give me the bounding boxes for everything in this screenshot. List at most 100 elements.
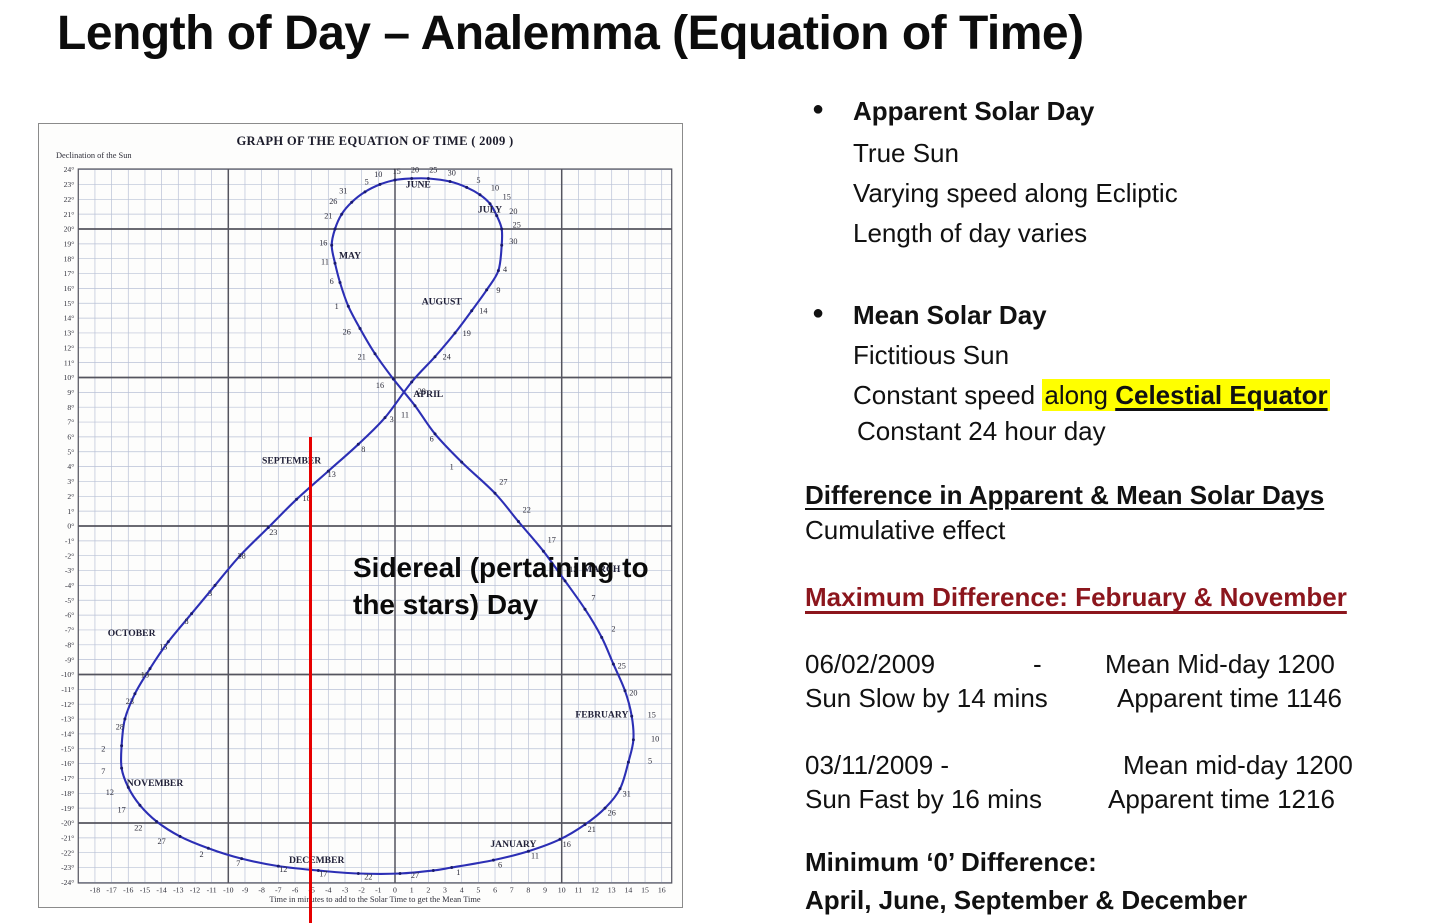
apparent-varying-speed-line: Varying speed along Ecliptic — [853, 178, 1178, 208]
mean-solar-day-heading: Mean Solar Day — [853, 300, 1047, 330]
svg-text:-6°: -6° — [65, 611, 74, 620]
sidereal-day-annotation: Sidereal (pertaining to the stars) Day — [353, 549, 705, 623]
svg-text:6: 6 — [430, 434, 434, 443]
svg-text:13: 13 — [159, 642, 167, 651]
svg-text:18: 18 — [141, 671, 149, 680]
apparent-true-sun-line: True Sun — [853, 138, 959, 168]
axis-ticks: -18-17-16-15-14-13-12-11-10-9-8-7-6-5-4-… — [61, 165, 666, 894]
svg-text:Declination of the Sun: Declination of the Sun — [56, 151, 132, 160]
svg-text:5: 5 — [365, 177, 369, 186]
svg-text:15: 15 — [641, 885, 649, 894]
svg-text:13: 13 — [328, 470, 336, 479]
svg-text:10: 10 — [651, 734, 659, 743]
svg-text:4: 4 — [460, 885, 464, 894]
sidereal-annotation-line2: the stars) Day — [353, 589, 539, 620]
maximum-difference-heading: Maximum Difference: February & November — [805, 582, 1347, 612]
celestial-equator-text: Celestial Equator — [1115, 380, 1328, 410]
svg-text:-12: -12 — [190, 885, 200, 894]
page-title: Length of Day – Analemma (Equation of Ti… — [57, 7, 1084, 60]
svg-text:-4°: -4° — [65, 581, 74, 590]
svg-text:19°: 19° — [64, 239, 75, 248]
svg-text:9: 9 — [543, 885, 547, 894]
svg-text:28: 28 — [116, 722, 124, 731]
svg-text:GRAPH OF THE EQUATION OF TIME: GRAPH OF THE EQUATION OF TIME ( 2009 ) — [236, 134, 513, 148]
svg-text:20°: 20° — [64, 225, 75, 234]
svg-text:12: 12 — [279, 865, 287, 874]
svg-text:-19°: -19° — [61, 804, 74, 813]
svg-text:5: 5 — [476, 176, 480, 185]
apparent-solar-day-bullet: ● Apparent Solar Day — [805, 94, 1445, 128]
svg-text:22°: 22° — [64, 195, 75, 204]
svg-text:3: 3 — [208, 589, 212, 598]
svg-text:20: 20 — [629, 688, 637, 697]
svg-text:16: 16 — [319, 238, 327, 247]
mean-fictitious-sun-line: Fictitious Sun — [853, 340, 1010, 370]
svg-text:MAY: MAY — [339, 251, 361, 262]
svg-text:6: 6 — [330, 277, 334, 286]
svg-text:12: 12 — [591, 885, 599, 894]
svg-text:16: 16 — [376, 381, 384, 390]
highlighted-text: along Celestial Equator — [1042, 379, 1330, 411]
svg-text:15: 15 — [648, 711, 656, 720]
svg-text:4: 4 — [503, 265, 507, 274]
svg-text:2: 2 — [426, 885, 430, 894]
svg-text:23: 23 — [126, 697, 134, 706]
svg-text:3: 3 — [443, 885, 447, 894]
feb-case-date: 06/02/2009 — [805, 649, 936, 679]
svg-text:7: 7 — [236, 859, 240, 868]
svg-text:24: 24 — [443, 353, 451, 362]
day-number-labels: 1611162126315101520252712172227161116212… — [101, 166, 659, 882]
svg-text:8: 8 — [361, 445, 365, 454]
apparent-solar-day-heading: Apparent Solar Day — [853, 96, 1095, 126]
svg-text:29: 29 — [418, 387, 426, 396]
svg-text:-15: -15 — [140, 885, 150, 894]
svg-text:-12°: -12° — [61, 700, 74, 709]
svg-text:2°: 2° — [67, 492, 74, 501]
sidereal-annotation-line1: Sidereal (pertaining to — [353, 552, 649, 583]
svg-text:22: 22 — [134, 823, 142, 832]
svg-text:2: 2 — [200, 850, 204, 859]
svg-text:20: 20 — [411, 166, 419, 175]
svg-text:12°: 12° — [64, 343, 75, 352]
svg-text:APRIL: APRIL — [413, 389, 443, 400]
svg-text:3°: 3° — [67, 477, 74, 486]
svg-text:25: 25 — [513, 221, 521, 230]
svg-text:-1: -1 — [375, 885, 382, 894]
svg-text:13: 13 — [608, 885, 616, 894]
sidereal-marker-line — [309, 437, 313, 923]
equation-of-time-graph: -18-17-16-15-14-13-12-11-10-9-8-7-6-5-4-… — [39, 124, 682, 907]
svg-text:6: 6 — [498, 861, 502, 870]
svg-text:27: 27 — [158, 837, 166, 846]
svg-text:7: 7 — [101, 767, 105, 776]
svg-text:16: 16 — [563, 840, 571, 849]
svg-text:5: 5 — [648, 757, 652, 766]
svg-text:8: 8 — [185, 617, 189, 626]
svg-text:8: 8 — [526, 885, 530, 894]
bullet-icon: ● — [812, 98, 825, 120]
nov-case-mean-time: Mean mid-day 1200 — [1123, 750, 1353, 780]
svg-text:Time in minutes to add to the: Time in minutes to add to the Solar Time… — [269, 895, 480, 904]
svg-text:JUNE: JUNE — [406, 179, 431, 190]
svg-text:15°: 15° — [64, 299, 75, 308]
svg-text:15: 15 — [503, 192, 511, 201]
svg-text:28: 28 — [238, 552, 246, 561]
svg-text:-13: -13 — [173, 885, 183, 894]
svg-text:-3: -3 — [342, 885, 349, 894]
svg-text:7: 7 — [591, 593, 595, 602]
svg-text:26: 26 — [343, 327, 351, 336]
svg-text:10: 10 — [374, 170, 382, 179]
svg-text:18°: 18° — [64, 254, 75, 263]
nov-case-row2: Sun Fast by 16 mins Apparent time 1216 — [805, 782, 1445, 816]
svg-text:-17°: -17° — [61, 774, 74, 783]
mean-solar-day-bullet: ● Mean Solar Day — [805, 298, 1445, 332]
svg-text:1: 1 — [450, 463, 454, 472]
svg-text:DECEMBER: DECEMBER — [289, 855, 346, 866]
svg-text:30: 30 — [448, 169, 456, 178]
svg-text:31: 31 — [339, 186, 347, 195]
svg-text:5: 5 — [476, 885, 480, 894]
svg-text:-14: -14 — [156, 885, 166, 894]
svg-text:17: 17 — [118, 806, 126, 815]
svg-text:-3°: -3° — [65, 566, 74, 575]
svg-text:23: 23 — [269, 528, 277, 537]
svg-text:27: 27 — [411, 871, 419, 880]
